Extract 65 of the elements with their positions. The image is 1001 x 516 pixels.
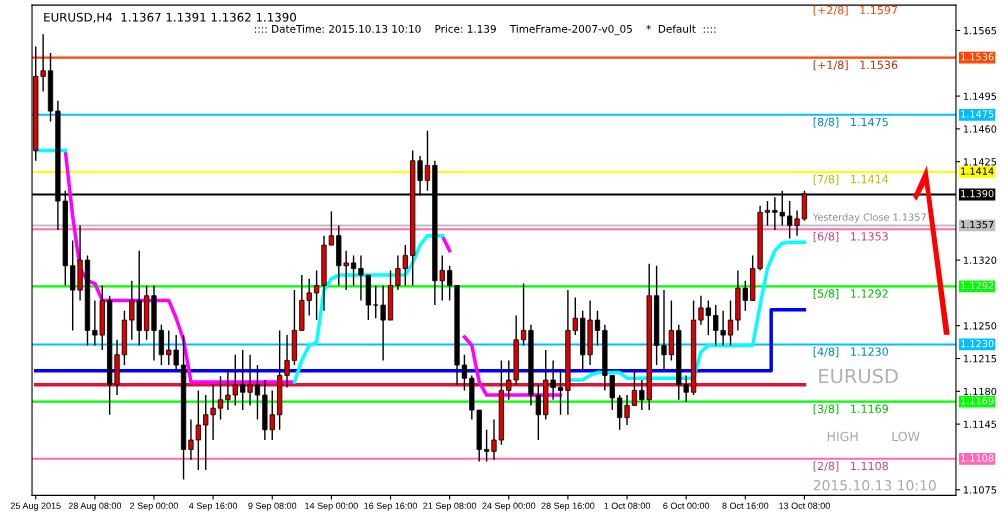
x-tick-label: 13 Oct 08:00 bbox=[779, 502, 830, 509]
annotation: [6/8] 1.1353 bbox=[813, 231, 888, 242]
x-tick-label: 2 Sep 00:00 bbox=[130, 502, 178, 511]
y-tick-label: 1.1495 bbox=[963, 92, 997, 100]
text: 2015.10.13 10:10 bbox=[813, 480, 936, 491]
x-tick-label: 28 Aug 08:00 bbox=[68, 502, 122, 511]
text: :::: DateTime: 2015.10.13 10:10 Price: 1.139 TimeFrame-2007-v0_05 * Default :::: bbox=[254, 24, 716, 36]
ref-line-label: 1.1169 bbox=[961, 397, 994, 405]
x-tick-label: 16 Sep 16:00 bbox=[364, 502, 418, 511]
text: LOW bbox=[892, 431, 920, 442]
y-tick-label: 1.1425 bbox=[963, 158, 997, 166]
ref-line-label: 1.1475 bbox=[961, 110, 994, 118]
x-tick-label: 9 Sep 08:00 bbox=[248, 502, 297, 511]
x-tick-label: 24 Sep 00:00 bbox=[482, 502, 536, 511]
candlestick bbox=[491, 418, 497, 461]
y-tick-label: 1.1460 bbox=[963, 125, 997, 133]
annotation: Yesterday Close 1.1357 bbox=[812, 213, 926, 223]
candlestick bbox=[254, 364, 261, 421]
y-tick-label: 1.1250 bbox=[963, 322, 997, 330]
ref-line-label: 1.1536 bbox=[961, 53, 994, 61]
annotation: [5/8] 1.1292 bbox=[813, 289, 888, 300]
candlestick bbox=[328, 210, 335, 246]
y-tick-label: 1.1215 bbox=[963, 354, 997, 363]
y-tick-label: 1.1180 bbox=[963, 387, 997, 396]
candlestick bbox=[727, 299, 734, 347]
annotation: [7/8] 1.1414 bbox=[813, 174, 889, 185]
y-tick-label: 1.1320 bbox=[963, 256, 997, 264]
candlestick bbox=[764, 200, 771, 227]
annotation: [4/8] 1.1230 bbox=[813, 347, 889, 358]
text: EURUSD,H4 1.1367 1.1391 1.1362 1.1390 bbox=[44, 12, 296, 23]
ref-line-label: 1.1390 bbox=[961, 189, 994, 198]
y-tick-label: 1.1565 bbox=[963, 26, 997, 35]
ref-line-label: 1.1230 bbox=[961, 339, 994, 348]
candlestick bbox=[350, 254, 357, 287]
x-tick-label: 14 Sep 00:00 bbox=[305, 502, 358, 511]
text: HIGH bbox=[827, 431, 858, 442]
x-tick-label: 25 Aug 2015 bbox=[10, 502, 61, 511]
ref-line-label: 1.1357 bbox=[961, 220, 994, 229]
annotation: [2/8] 1.1108 bbox=[813, 461, 889, 472]
candlestick bbox=[661, 289, 667, 371]
x-tick-label: 8 Oct 16:00 bbox=[722, 502, 769, 509]
text: [+2/8] 1.1597 bbox=[813, 5, 898, 16]
annotation: [3/8] 1.1169 bbox=[813, 404, 888, 415]
ref-line-label: 1.1108 bbox=[961, 454, 994, 462]
candlestick bbox=[424, 130, 431, 192]
candlestick bbox=[313, 269, 320, 321]
text: EURUSD bbox=[819, 368, 898, 384]
candlestick bbox=[631, 369, 638, 407]
candlestick bbox=[483, 429, 490, 463]
y-tick-label: 1.1145 bbox=[963, 420, 997, 428]
annotation: [+1/8] 1.1536 bbox=[813, 60, 898, 71]
candlestick bbox=[461, 354, 468, 392]
annotation: [8/8] 1.1475 bbox=[813, 117, 888, 128]
ref-line-label: 1.1292 bbox=[961, 281, 994, 290]
candlestick bbox=[520, 282, 527, 347]
x-tick-label: 6 Oct 00:00 bbox=[663, 502, 710, 509]
x-tick-label: 21 Sep 08:00 bbox=[423, 502, 477, 511]
x-tick-label: 4 Sep 16:00 bbox=[188, 502, 238, 511]
candlestick bbox=[217, 375, 224, 421]
candlestick bbox=[594, 310, 601, 347]
x-tick-label: 1 Oct 08:00 bbox=[604, 502, 651, 509]
y-tick-label: 1.1075 bbox=[963, 486, 997, 494]
x-tick-label: 28 Sep 16:00 bbox=[541, 502, 595, 511]
candlestick bbox=[557, 369, 564, 416]
ref-line-label: 1.1414 bbox=[961, 167, 994, 175]
